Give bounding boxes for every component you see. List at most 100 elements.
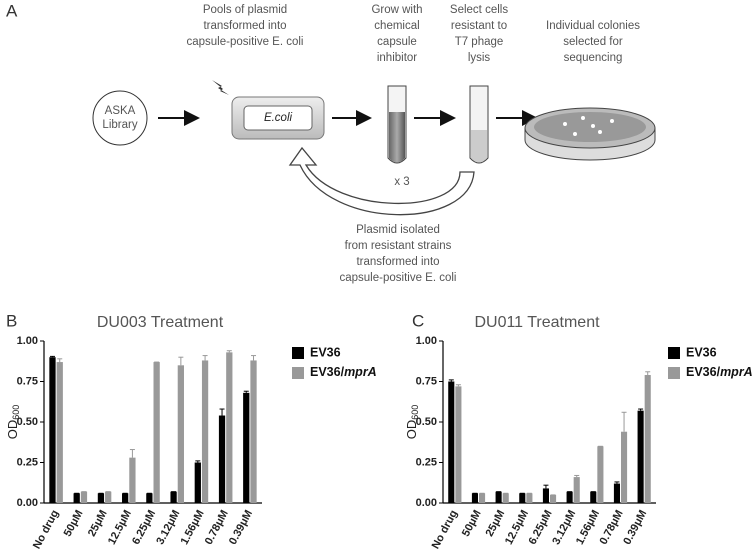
bar	[644, 375, 651, 503]
step-text: selected for	[563, 36, 623, 48]
step-text: inhibitor	[377, 52, 417, 64]
tube-liquid	[471, 130, 487, 163]
ecoli-inner	[243, 105, 313, 131]
bar	[170, 491, 177, 503]
step-text: Individual colonies	[546, 20, 640, 32]
bar	[479, 493, 486, 503]
y-tick-label: 0.00	[17, 497, 38, 509]
agar	[534, 112, 646, 142]
step-text: Pools of plasmid	[203, 4, 287, 16]
x-tick-label: 25μM	[484, 508, 508, 538]
repeat-label: x 3	[394, 176, 409, 188]
bar	[542, 488, 549, 503]
bar	[637, 410, 644, 503]
y-tick-label: 0.75	[17, 375, 38, 387]
y-tick-label: 0.50	[17, 416, 38, 428]
step-text: transformed into	[203, 20, 286, 32]
bar	[550, 494, 557, 503]
bar	[177, 365, 184, 503]
colonies	[563, 116, 614, 136]
y-tick-label: 0.50	[416, 416, 437, 428]
diagram: A Pools of plasmid transformed into caps…	[6, 1, 656, 284]
bar	[218, 415, 226, 503]
bar	[495, 491, 502, 503]
chart-title: DU011 Treatment	[474, 314, 600, 331]
y-tick-label: 0.75	[416, 375, 437, 387]
legend-swatch	[668, 367, 680, 379]
legend-label: EV36/mprA	[310, 365, 377, 379]
y-tick-label: 0.00	[416, 497, 437, 509]
step-text: T7 phage	[455, 36, 504, 48]
y-tick-label: 1.00	[416, 335, 437, 347]
bar	[590, 491, 597, 503]
bar	[526, 493, 533, 503]
bar	[613, 483, 620, 503]
bar	[73, 493, 80, 503]
bar	[597, 446, 604, 503]
bar	[455, 386, 462, 503]
y-axis-label: OD600	[5, 405, 21, 440]
y-tick-label: 0.25	[416, 456, 437, 468]
panel-label: A	[6, 1, 18, 20]
bar	[153, 362, 160, 503]
bar	[502, 493, 509, 503]
bar	[194, 462, 201, 503]
aska-circle	[92, 90, 148, 146]
bar	[250, 360, 257, 503]
legend-label: EV36	[310, 345, 341, 359]
bar	[448, 381, 455, 503]
x-tick-label: No drug	[430, 508, 460, 551]
lightning-icon	[212, 80, 229, 95]
legend-label: EV36/mprA	[686, 365, 752, 379]
bar	[146, 493, 153, 503]
legend-swatch	[292, 367, 304, 379]
step-text: lysis	[468, 52, 491, 64]
bar	[122, 493, 129, 503]
x-tick-label: No drug	[31, 508, 61, 551]
x-tick-label: 0.39μM	[227, 508, 255, 547]
bar	[56, 362, 63, 503]
x-tick-label: 25μM	[86, 508, 110, 538]
step-text: sequencing	[564, 52, 623, 64]
panel-label: B	[6, 311, 17, 330]
step-text: transformed into	[356, 256, 439, 268]
bar	[105, 491, 112, 503]
cycle-arrow	[288, 146, 475, 216]
bar	[566, 491, 573, 503]
step-text: Grow with	[371, 4, 422, 16]
bar	[49, 357, 56, 503]
bar	[519, 493, 526, 503]
panel-label: C	[412, 311, 424, 330]
step-text: from resistant strains	[345, 240, 452, 252]
legend-swatch	[292, 347, 304, 359]
node-text: E.coli	[264, 112, 293, 124]
bar	[621, 431, 628, 503]
y-tick-label: 0.25	[17, 456, 38, 468]
x-tick-label: 50μM	[62, 508, 86, 538]
step-text: chemical	[374, 20, 419, 32]
bar	[80, 491, 88, 503]
bar	[201, 360, 209, 503]
x-tick-label: 50μM	[460, 508, 484, 538]
step-text: capsule	[377, 36, 417, 48]
node-text: Library	[102, 119, 137, 131]
bar	[129, 457, 136, 503]
step-text: Select cells	[450, 4, 508, 16]
step-text: capsule-positive E. coli	[187, 36, 304, 48]
bar	[471, 493, 478, 503]
legend-swatch	[668, 347, 680, 359]
bar	[97, 493, 105, 503]
step-text: Plasmid isolated	[356, 224, 440, 236]
step-text: resistant to	[451, 20, 507, 32]
y-axis-label: OD600	[404, 405, 420, 440]
legend-label: EV36	[686, 345, 717, 359]
node-text: ASKA	[105, 105, 136, 117]
chart-title: DU003 Treatment	[97, 314, 224, 331]
bar	[573, 477, 580, 503]
y-tick-label: 1.00	[17, 335, 38, 347]
step-text: capsule-positive E. coli	[340, 272, 457, 284]
tube-liquid	[389, 112, 405, 163]
bar	[243, 392, 250, 503]
bar	[226, 352, 233, 503]
